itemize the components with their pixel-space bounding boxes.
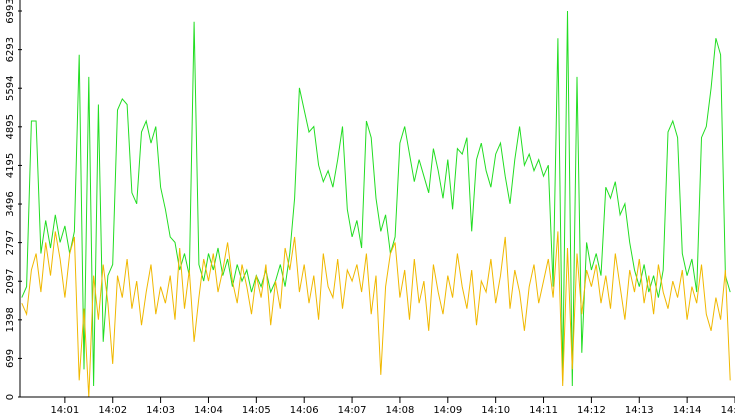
x-tick-label: 14:06: [290, 405, 319, 415]
y-tick-label: 6293: [5, 37, 16, 62]
y-tick-label: 3496: [5, 191, 16, 216]
x-tick-label: 14:09: [433, 405, 462, 415]
y-tick-label: 2097: [5, 269, 16, 294]
x-tick-label: 14:03: [146, 405, 175, 415]
y-tick-label: 4195: [5, 153, 16, 178]
x-tick-label: 14:07: [338, 405, 367, 415]
x-tick-label: 14:01: [50, 405, 79, 415]
x-tick-label: 14:05: [242, 405, 271, 415]
y-tick-label: 6993: [5, 0, 16, 24]
y-tick-label: 5594: [5, 75, 16, 100]
x-tick-label: 14:10: [481, 405, 510, 415]
series-line: [21, 10, 731, 387]
x-tick-label: 14:11: [529, 405, 558, 415]
x-tick-label: 14:02: [98, 405, 127, 415]
y-tick-label: 2797: [5, 230, 16, 255]
x-tick-label: 14:08: [386, 405, 415, 415]
y-tick-label: 0: [5, 394, 16, 400]
x-tick-label: 14:04: [194, 405, 223, 415]
x-tick-label: 14:15: [721, 405, 735, 415]
x-tick-label: 14:13: [625, 405, 654, 415]
x-tick-label: 14:12: [577, 405, 606, 415]
y-tick-label: 4895: [5, 114, 16, 139]
x-tick-label: 14:14: [673, 405, 702, 415]
y-tick-label: 1398: [5, 307, 16, 332]
series-line: [21, 231, 731, 398]
y-tick-label: 699: [5, 349, 16, 368]
